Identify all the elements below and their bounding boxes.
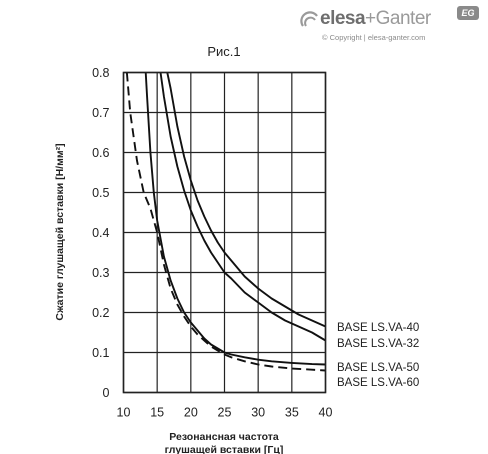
- x-tick-label: 25: [218, 406, 232, 420]
- y-tick-label: 0.6: [92, 146, 109, 160]
- chart-legend: BASE LS.VA-40 BASE LS.VA-32 BASE LS.VA-50 B…: [337, 322, 419, 389]
- legend-label: BASE LS.VA-50: [337, 362, 419, 374]
- legend-label: BASE LS.VA-32: [337, 338, 419, 350]
- x-axis-label-line2: глушащей вставки [Гц]: [165, 444, 284, 454]
- elesa-arc-icon: [300, 11, 318, 27]
- legend-label: BASE LS.VA-60: [337, 377, 419, 389]
- y-tick-label: 0.4: [92, 226, 109, 240]
- y-axis-label: Сжатие глушащей вставки [Н/мм²]: [54, 143, 66, 320]
- y-tick-label: 0.5: [92, 186, 109, 200]
- y-tick-label: 0: [103, 386, 110, 400]
- chart-grid: [122, 71, 327, 394]
- x-tick-label: 10: [117, 406, 131, 420]
- x-tick-labels: 10 15 20 25 30 35 40: [117, 406, 333, 420]
- y-tick-label: 0.8: [92, 66, 109, 80]
- brand-name-part2: +Ganter: [365, 8, 431, 29]
- brand-name: elesa+Ganter: [320, 8, 431, 30]
- brand-copyright: © Copyright | elesa-ganter.com: [322, 33, 426, 42]
- x-tick-label: 35: [285, 406, 299, 420]
- y-tick-label: 0.1: [92, 346, 109, 360]
- series-line-base-ls-va-32: [159, 72, 326, 342]
- series-line-base-ls-va-40: [166, 72, 326, 328]
- brand-logo: elesa+Ganter EG © Copyright | elesa-gant…: [300, 6, 480, 46]
- y-tick-labels: 0 0.1 0.2 0.3 0.4 0.5 0.6 0.7 0.8: [92, 66, 109, 400]
- x-axis-label-line1: Резонансная частота: [169, 431, 279, 443]
- brand-badge: EG: [457, 6, 479, 20]
- chart-title: Рис.1: [207, 44, 240, 59]
- x-tick-label: 30: [251, 406, 265, 420]
- plot-frame: [122, 71, 327, 394]
- y-tick-label: 0.2: [92, 306, 109, 320]
- x-tick-label: 15: [150, 406, 164, 420]
- chart-series: [125, 72, 326, 372]
- legend-label: BASE LS.VA-40: [337, 322, 419, 334]
- series-line-base-ls-va-50: [144, 72, 326, 366]
- y-tick-label: 0.7: [92, 106, 109, 120]
- x-tick-label: 40: [319, 406, 333, 420]
- y-tick-label: 0.3: [92, 266, 109, 280]
- series-line-base-ls-va-60: [125, 72, 326, 372]
- x-tick-label: 20: [184, 406, 198, 420]
- brand-name-part1: elesa: [320, 8, 366, 29]
